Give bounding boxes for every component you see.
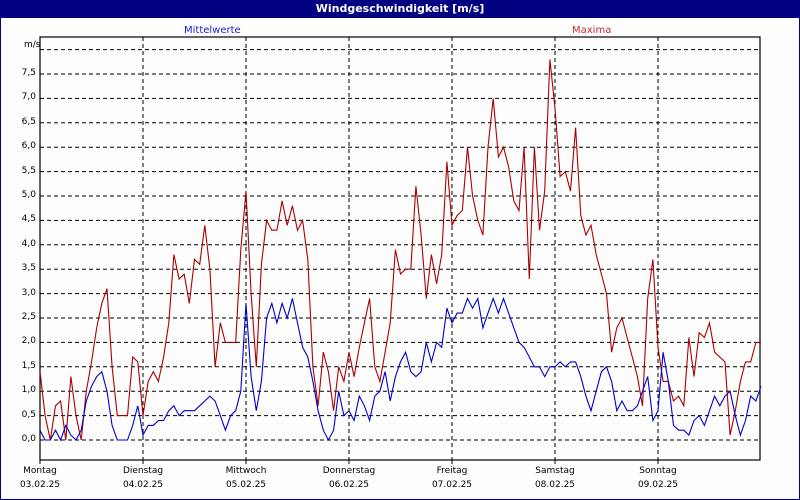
day-date: 09.02.25 [637,480,679,490]
x-axis-ticks [39,460,659,464]
day-name: Sonntag [639,466,677,476]
y-tick-label: 4,5 [21,214,36,225]
window-title: Windgeschwindigkeit [m/s] [0,0,800,18]
day-name: Mittwoch [225,466,267,476]
legend-mean: Mittelwerte [184,25,241,36]
y-tick-label: 4,0 [21,238,36,249]
day-date: 06.02.25 [328,480,370,490]
series-mittelwerte-line [39,296,762,442]
y-tick-label: 0,0 [21,434,36,444]
y-tick-label: 0,5 [21,409,36,420]
day-name: Dienstag [122,466,164,476]
y-tick-label: 7,5 [21,68,36,78]
day-name: Montag [23,466,57,476]
y-tick-label: 3,0 [21,287,36,298]
plot-border [39,36,761,461]
day-name: Donnerstag [322,466,376,476]
y-tick-label: 2,0 [21,336,36,347]
x-axis-day-label: Dienstag 04.02.25 [103,464,183,492]
x-axis-day-label: Sonntag 09.02.25 [618,464,698,492]
y-tick-label: 1,0 [21,385,36,396]
x-axis-day-label: Samstag 08.02.25 [515,464,595,492]
day-date: 07.02.25 [431,480,473,490]
day-name: Samstag [535,466,575,476]
day-date: 04.02.25 [122,480,164,490]
y-tick-label: 5,5 [21,165,36,176]
y-tick-label: 5,0 [21,190,36,200]
x-axis-day-label: Montag 03.02.25 [0,464,80,492]
y-axis-unit: m/s [24,40,41,50]
y-tick-label: 6,0 [21,141,36,152]
y-tick-label: 1,5 [21,360,36,371]
y-tick-label: 7,0 [21,92,36,103]
x-axis-day-label: Mittwoch 05.02.25 [206,464,286,492]
day-name: Freitag [436,466,468,476]
y-tick-label: 3,5 [21,263,36,274]
series-maxima-line [39,59,761,441]
day-date: 03.02.25 [19,480,61,490]
grid-lines [40,37,760,460]
day-date: 05.02.25 [225,480,267,490]
y-tick-label: 2,5 [21,312,36,322]
legend-max: Maxima [572,25,612,36]
day-date: 08.02.25 [534,480,576,490]
x-axis-day-label: Donnerstag 06.02.25 [309,464,389,492]
y-tick-label: 6,5 [21,116,36,127]
x-axis-day-label: Freitag 07.02.25 [412,464,492,492]
